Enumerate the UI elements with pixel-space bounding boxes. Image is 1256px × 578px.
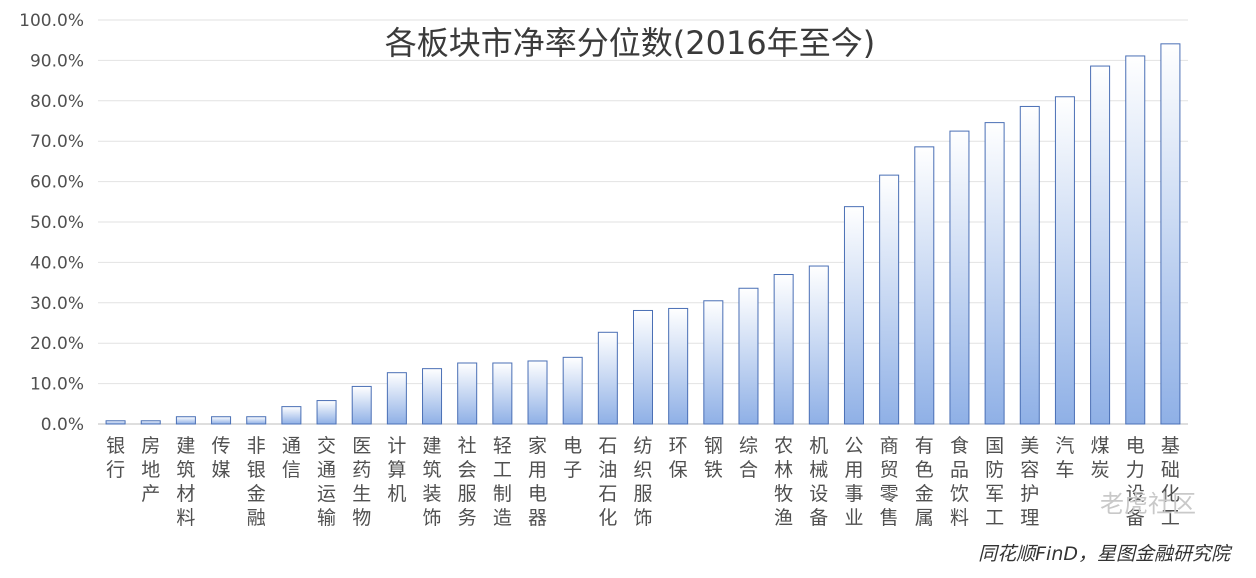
bar-15: [597, 331, 618, 425]
x-tick-label: 计算机: [387, 435, 406, 505]
bar-25: [949, 130, 970, 425]
bar-26: [984, 122, 1005, 425]
bar-29: [1090, 65, 1111, 425]
bar-5: [246, 416, 267, 425]
x-tick-label: 环保: [669, 435, 688, 481]
bar-30: [1125, 55, 1146, 425]
y-tick-label: 0.0%: [41, 415, 84, 435]
x-tick-label: 医药生物: [352, 435, 371, 529]
x-tick-label: 家用电器: [528, 435, 547, 529]
x-tick-label: 美容护理: [1020, 435, 1039, 529]
bar-18: [703, 300, 724, 425]
bar-23: [879, 174, 900, 425]
bar-13: [527, 360, 548, 425]
x-tick-label: 建筑材料: [176, 435, 195, 529]
x-tick-label: 传媒: [212, 435, 231, 481]
bar-9: [386, 372, 407, 425]
y-tick-label: 20.0%: [30, 334, 84, 354]
x-tick-label: 公用事业: [844, 435, 863, 529]
x-tick-label: 建筑装饰: [423, 435, 442, 529]
bar-1: [105, 420, 126, 425]
x-tick-label: 轻工制造: [493, 435, 512, 529]
x-tick-label: 机械设备: [809, 435, 828, 529]
y-tick-label: 50.0%: [30, 213, 84, 233]
x-tick-label: 非银金融: [247, 435, 266, 529]
x-tick-label: 电力设备: [1126, 435, 1145, 529]
bar-7: [316, 400, 337, 425]
x-tick-label: 基础化工: [1161, 435, 1180, 529]
x-tick-label: 交通运输: [317, 435, 336, 529]
x-tick-label: 食品饮料: [950, 435, 969, 529]
y-axis-ticks: 0.0% 10.0% 20.0% 30.0% 40.0% 50.0% 60.0% 70.0% 8…: [19, 11, 84, 435]
x-tick-label: 房地产: [141, 435, 160, 505]
y-tick-label: 100.0%: [19, 11, 84, 31]
x-tick-label: 银行: [106, 435, 125, 481]
x-tick-label: 汽车: [1055, 435, 1074, 481]
bar-21: [808, 265, 829, 425]
x-axis-labels: 银行房地产建筑材料传媒非银金融通信交通运输医药生物计算机建筑装饰社会服务轻工制造…: [106, 435, 1180, 529]
chart-title: 各板块市净率分位数(2016年至今): [385, 24, 875, 62]
x-tick-label: 国防军工: [985, 435, 1004, 529]
bar-11: [457, 362, 478, 425]
bar-17: [668, 307, 689, 425]
y-tick-label: 70.0%: [30, 132, 84, 152]
bar-20: [773, 274, 794, 425]
y-tick-label: 30.0%: [30, 294, 84, 314]
x-tick-label: 农林牧渔: [774, 435, 793, 529]
y-tick-label: 90.0%: [30, 51, 84, 71]
x-tick-label: 综合: [739, 435, 758, 481]
watermark-text: 老虎社区: [1100, 490, 1196, 518]
bar-27: [1019, 105, 1040, 425]
bar-16: [633, 309, 653, 425]
x-tick-label: 石油石化: [598, 435, 617, 529]
bar-4: [211, 416, 232, 425]
x-tick-label: 社会服务: [458, 435, 477, 529]
bar-14: [562, 356, 583, 425]
bar-6: [281, 406, 302, 425]
y-tick-label: 60.0%: [30, 173, 84, 193]
bar-19: [738, 287, 759, 425]
bars: [105, 43, 1181, 425]
bar-24: [914, 146, 935, 425]
y-tick-label: 10.0%: [30, 375, 84, 395]
x-tick-label: 商贸零售: [880, 435, 899, 529]
bar-22: [843, 206, 864, 425]
bar-12: [492, 362, 513, 425]
bar-31: [1160, 43, 1181, 425]
x-tick-label: 钢铁: [704, 435, 723, 481]
x-tick-label: 电子: [563, 435, 582, 481]
x-tick-label: 纺织服饰: [633, 435, 652, 529]
bar-8: [351, 385, 372, 425]
source-text: 同花顺FinD，星图金融研究院: [978, 543, 1233, 565]
y-tick-label: 40.0%: [30, 253, 84, 273]
x-tick-label: 通信: [282, 435, 301, 481]
bar-10: [422, 368, 443, 425]
x-tick-label: 煤炭: [1091, 435, 1110, 481]
bar-2: [140, 420, 161, 425]
x-tick-label: 有色金属: [915, 435, 934, 529]
bar-28: [1054, 96, 1075, 425]
gridlines: [98, 19, 1188, 425]
bar-3: [175, 416, 196, 425]
y-tick-label: 80.0%: [30, 92, 84, 112]
